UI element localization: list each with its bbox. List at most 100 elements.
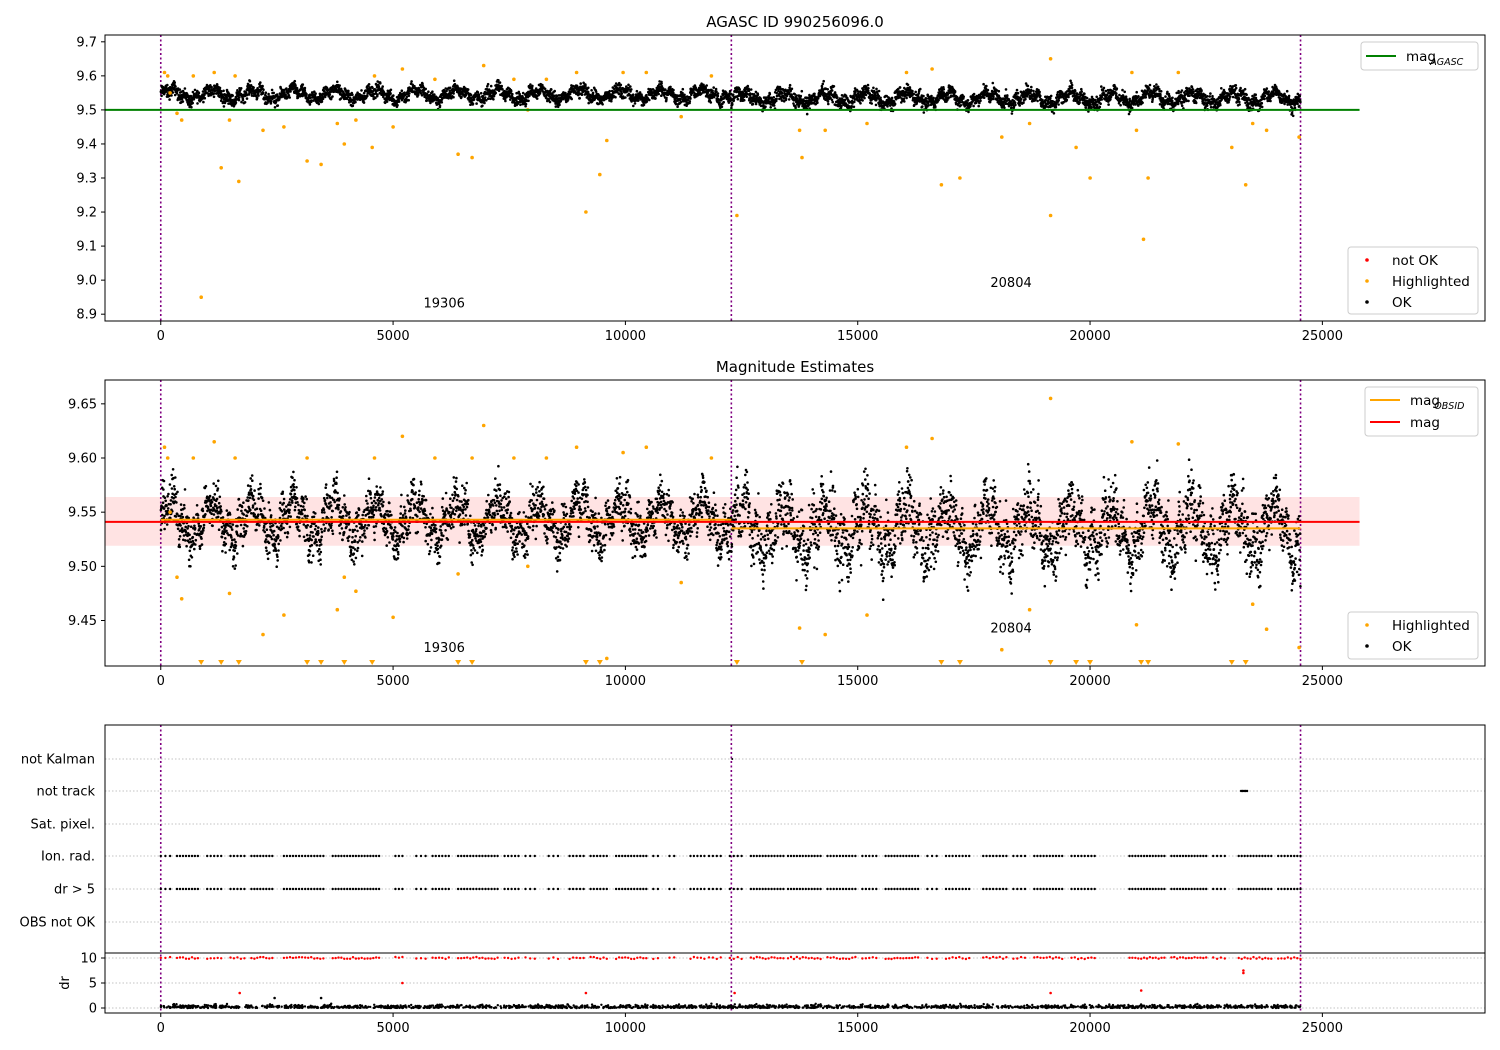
ok-point	[1070, 81, 1073, 85]
ok-point	[270, 88, 274, 92]
ok-point	[831, 100, 834, 104]
ok-point	[898, 86, 902, 89]
ok-point	[1135, 90, 1138, 94]
ok-point	[754, 102, 758, 106]
ok-point	[553, 89, 556, 93]
ok-point	[852, 95, 856, 99]
ok-point	[1180, 104, 1184, 108]
ok-point	[248, 79, 252, 83]
ok-point	[584, 84, 587, 88]
ok-point	[872, 86, 875, 90]
ok-point	[1237, 97, 1241, 101]
ok-point	[681, 91, 684, 95]
ok-point	[1121, 88, 1124, 92]
ok-point	[1003, 106, 1006, 109]
ok-point	[484, 96, 487, 99]
ok-point	[629, 85, 632, 88]
ok-point	[519, 103, 522, 107]
ok-point	[217, 92, 220, 95]
ok-point	[785, 94, 789, 98]
agasc-panel-title: AGASC ID 990256096.0	[706, 13, 884, 31]
ok-point	[351, 93, 354, 96]
ok-point	[911, 89, 914, 93]
ok-point	[1080, 87, 1083, 91]
ok-point	[295, 86, 299, 90]
ok-point	[912, 92, 916, 96]
ok-point	[323, 95, 327, 99]
ok-point	[632, 104, 635, 108]
ok-point	[654, 97, 657, 100]
ok-point	[790, 93, 793, 96]
ok-point	[504, 99, 507, 103]
ok-point	[953, 90, 957, 93]
ok-point	[407, 94, 411, 98]
ok-point	[483, 101, 486, 105]
ok-point	[1078, 101, 1081, 104]
ok-point	[164, 85, 168, 89]
ok-point	[922, 111, 926, 114]
ok-point	[1245, 93, 1248, 96]
ok-point	[962, 95, 965, 98]
ok-point	[681, 87, 685, 91]
ok-point	[742, 98, 746, 102]
ok-point	[328, 93, 332, 96]
ok-point	[303, 89, 307, 92]
ok-point	[672, 88, 675, 92]
ok-point	[902, 97, 906, 101]
ok-point	[1096, 103, 1099, 107]
ok-point	[660, 82, 663, 85]
ok-point	[836, 96, 839, 99]
ok-point	[794, 106, 797, 110]
ok-point	[905, 96, 908, 100]
ok-point	[273, 106, 277, 109]
ok-point	[1238, 103, 1241, 106]
ok-point	[287, 94, 291, 97]
ok-point	[438, 104, 442, 107]
ok-point	[718, 101, 721, 104]
ok-point	[475, 102, 478, 105]
ok-point	[748, 92, 752, 95]
ok-point	[1067, 95, 1070, 99]
ok-point	[826, 88, 829, 91]
ok-point	[187, 98, 191, 101]
ok-point	[959, 104, 963, 107]
ok-point	[174, 85, 177, 88]
ok-point	[712, 86, 715, 89]
ok-point	[171, 91, 175, 94]
ok-point	[1085, 96, 1089, 100]
ok-point	[921, 105, 924, 108]
ok-point	[790, 87, 794, 91]
ok-point	[239, 87, 243, 90]
ok-point	[982, 96, 986, 99]
ok-point	[1070, 83, 1074, 87]
ok-point	[294, 84, 297, 87]
ok-point	[722, 100, 725, 104]
ok-point	[624, 96, 627, 99]
ok-point	[509, 89, 513, 93]
ok-point	[805, 112, 809, 116]
ok-point	[168, 98, 171, 101]
ok-point	[769, 106, 772, 109]
ok-point	[213, 92, 216, 95]
ok-point	[775, 97, 778, 101]
ok-point	[731, 93, 735, 96]
ok-point	[978, 101, 981, 105]
ok-point	[389, 88, 393, 92]
ok-point	[210, 85, 213, 89]
ok-point	[1209, 92, 1212, 95]
ok-point	[729, 96, 732, 99]
ok-point	[1180, 89, 1184, 92]
ok-point	[736, 97, 740, 101]
ok-point	[570, 97, 573, 101]
ok-point	[630, 88, 633, 91]
ok-point	[830, 89, 834, 92]
ok-point	[877, 89, 881, 93]
ok-point	[215, 83, 219, 87]
ok-point	[914, 90, 917, 94]
ok-point	[1098, 105, 1102, 109]
ok-point	[285, 87, 288, 90]
ok-point	[645, 93, 648, 97]
ok-point	[339, 97, 343, 100]
ok-point	[244, 91, 248, 94]
ok-point	[1038, 90, 1041, 94]
